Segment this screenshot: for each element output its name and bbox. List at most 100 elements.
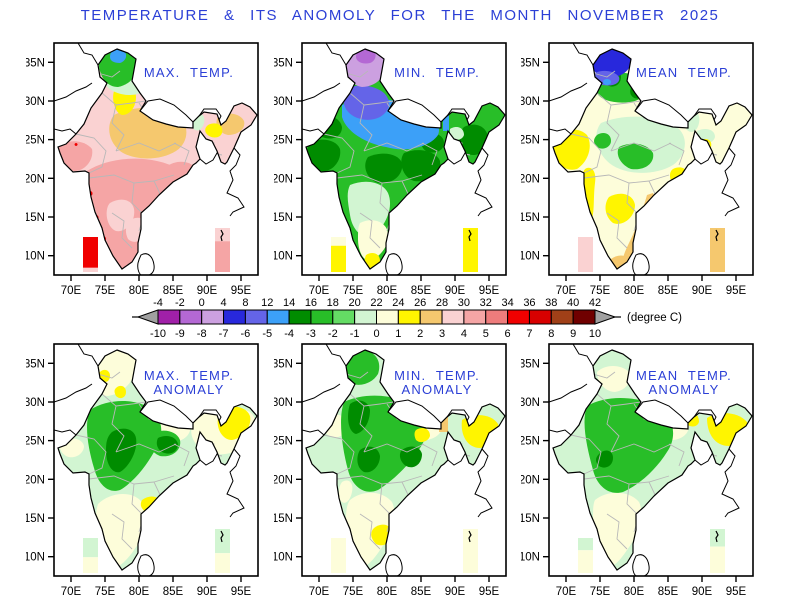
neighbor-country-outline — [139, 98, 194, 123]
lon-tick-label: 70E — [61, 586, 82, 598]
island-strip-left — [83, 237, 98, 268]
lon-tick-label: 95E — [479, 586, 500, 598]
neighbor-country-outline — [634, 399, 689, 424]
lat-tick-label: 35N — [521, 358, 540, 370]
andaman-islands-icon — [220, 229, 224, 242]
colorbar-segment — [485, 309, 509, 325]
colorbar-segment — [266, 309, 290, 325]
neighbor-country-outline — [137, 554, 155, 576]
state-boundary — [596, 92, 620, 152]
state-boundary — [111, 513, 133, 550]
lon-tick-label: 75E — [95, 285, 116, 297]
state-boundary — [606, 513, 628, 550]
colorbar-anomaly-label: 6 — [505, 328, 511, 340]
panel-max-temp: 35N 30N 25N 20N 15N 10N 70E 75E 80E 85E 90E 95E MAX.… — [24, 41, 262, 299]
state-boundary — [596, 393, 620, 453]
contour-region-p1-blue-spot — [110, 49, 127, 63]
contour-region-p4-cream-south — [96, 493, 147, 569]
colorbar-anomaly-label: -5 — [262, 328, 272, 340]
island-strip-right — [215, 529, 230, 554]
colorbar-temp-label: -4 — [153, 297, 163, 309]
state-boundary — [115, 401, 147, 407]
colorbar-segment — [572, 309, 596, 325]
contour-region-p1-palepink-hole1 — [106, 199, 135, 232]
contour-region-p1-orange-central — [109, 107, 187, 159]
main-title: TEMPERATURE & ITS ANOMOLY FOR THE MONTH … — [80, 7, 720, 24]
island-strip-left — [331, 245, 346, 272]
state-boundary — [668, 443, 685, 467]
map-frame — [301, 343, 507, 577]
contour-region-p5-yellow-bihar — [414, 428, 430, 443]
state-boundary — [606, 212, 628, 249]
state-boundary — [610, 443, 672, 453]
colorbar-right-arrow — [594, 309, 617, 325]
lon-tick-label: 80E — [377, 285, 398, 297]
contour-region-p3-yellow-karnataka — [605, 193, 635, 224]
island-strip-left — [83, 557, 98, 573]
neighbor-country-outline — [474, 147, 493, 217]
lat-tick-label: 35N — [521, 57, 540, 69]
neighbor-country-outline — [632, 253, 650, 275]
colorbar-temp-label: 14 — [283, 297, 295, 309]
lon-tick-label: 70E — [61, 285, 82, 297]
colorbar-segment — [201, 309, 225, 325]
state-boundary — [421, 443, 438, 467]
panel-title: ANOMALY — [648, 382, 719, 397]
neighbor-country-outline — [54, 82, 93, 102]
andaman-islands-icon — [468, 229, 472, 242]
panel-title: ANOMALY — [401, 382, 472, 397]
island-strip-right — [710, 228, 725, 272]
panel-title: MEAN TEMP. — [636, 65, 732, 80]
neighbor-country-outline — [54, 128, 77, 135]
colorbar-segment — [441, 309, 465, 325]
lat-tick-label: 15N — [521, 212, 540, 224]
panel-title: MIN. TEMP. — [394, 368, 480, 383]
lon-tick-label: 95E — [726, 586, 747, 598]
lat-tick-label: 35N — [274, 57, 293, 69]
lat-tick-label: 10N — [521, 251, 540, 263]
neighbor-country-outline — [549, 82, 588, 102]
colorbar-anomaly-label: -3 — [306, 328, 316, 340]
panel-min-temp-anomaly: 35N 30N 25N 20N 15N 10N 70E 75E 80E 85E 90E 95E MIN.… — [272, 342, 510, 600]
lat-tick-label: 30N — [274, 397, 293, 409]
colorbar-anomaly-label: 2 — [417, 328, 423, 340]
island-strip-left — [83, 538, 98, 558]
state-boundary — [323, 133, 355, 174]
colorbar-temp-label: 36 — [523, 297, 535, 309]
island-strip-right — [710, 546, 725, 573]
lon-tick-label: 70E — [556, 285, 577, 297]
panel-mean-temp-anomaly: 35N 30N 25N 20N 15N 10N 70E 75E 80E 85E 90E 95E MEAN… — [519, 342, 757, 600]
colorbar-temp-label: 18 — [327, 297, 339, 309]
contour-region-p2-slate-band — [343, 85, 389, 120]
state-boundary — [75, 434, 107, 475]
colorbar-segment — [223, 309, 246, 325]
island-strip-left — [578, 550, 593, 573]
neighbor-country-outline — [77, 344, 99, 367]
state-boundary — [101, 393, 125, 453]
contour-region-p2-lilac-kashmir — [345, 49, 387, 87]
lon-tick-label: 85E — [411, 285, 432, 297]
island-strip-right — [215, 553, 230, 573]
state-boundary — [363, 142, 425, 152]
contour-region-p3-green-mid1 — [617, 143, 654, 170]
lon-tick-label: 85E — [411, 586, 432, 598]
colorbar-temp-label: 12 — [261, 297, 273, 309]
state-boundary — [363, 401, 395, 407]
panel-title: MAX. TEMP. — [144, 368, 234, 383]
lon-tick-label: 95E — [726, 285, 747, 297]
state-boundary — [323, 434, 355, 475]
lon-tick-label: 90E — [445, 586, 466, 598]
lat-tick-label: 20N — [521, 474, 540, 486]
contour-region-p2-darkgreen-central — [365, 153, 403, 184]
map-frame — [53, 42, 259, 276]
lat-tick-label: 20N — [26, 474, 45, 486]
colorbar-anomaly-label: -7 — [219, 328, 229, 340]
state-boundary — [345, 70, 369, 78]
colorbar-anomaly-label: -8 — [197, 328, 207, 340]
state-boundary — [97, 371, 121, 379]
colorbar-temp-label: 38 — [545, 297, 557, 309]
lon-tick-label: 80E — [377, 586, 398, 598]
neighbor-country-outline — [226, 448, 245, 518]
state-boundary — [115, 100, 147, 106]
